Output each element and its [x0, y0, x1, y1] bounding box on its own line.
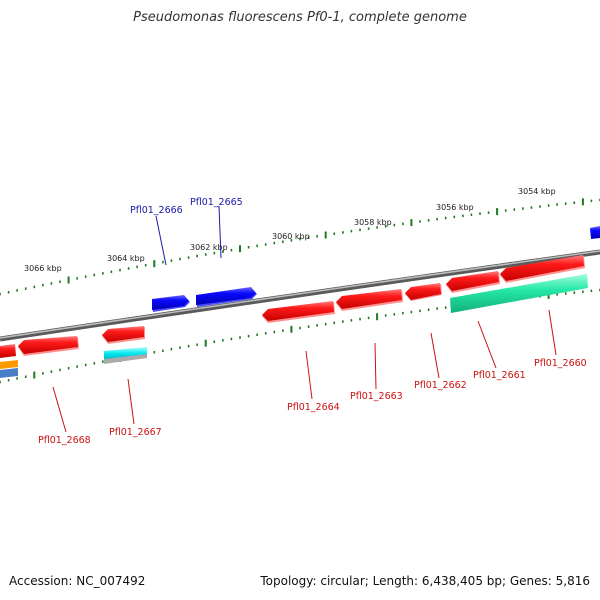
gene-label-pfl01-2664[interactable]: Pfl01_2664	[287, 402, 340, 413]
lower-tick-row	[0, 288, 600, 384]
gene-pfl01-2663[interactable]	[336, 289, 403, 311]
kbp-label-3060: 3060 kbp	[272, 232, 310, 241]
callout-line-2665	[218, 205, 222, 259]
callout-line-2664	[305, 350, 313, 400]
gene-label-pfl01-2667[interactable]: Pfl01_2667	[109, 427, 162, 438]
callout-line-2663	[374, 342, 377, 390]
genome-summary: Topology: circular; Length: 6,438,405 bp…	[260, 574, 590, 588]
kbp-label-3066: 3066 kbp	[24, 264, 62, 273]
gene-label-pfl01-2663[interactable]: Pfl01_2663	[350, 391, 403, 402]
callout-line-2668	[52, 386, 67, 433]
gene-partial-right[interactable]	[590, 226, 600, 239]
callout-line-2661	[477, 320, 497, 369]
gene-label-pfl01-2665[interactable]: Pfl01_2665	[190, 197, 243, 208]
gene-pfl01-2668[interactable]	[18, 336, 79, 356]
callout-line-2662	[430, 332, 440, 379]
gene-label-pfl01-2666[interactable]: Pfl01_2666	[130, 205, 183, 216]
feature-teal-track[interactable]	[450, 274, 588, 313]
gene-label-pfl01-2660[interactable]: Pfl01_2660	[534, 358, 587, 369]
gene-pfl01-2667[interactable]	[102, 326, 145, 344]
gene-pfl01-2665[interactable]	[196, 287, 257, 307]
kbp-label-3062: 3062 kbp	[190, 243, 228, 252]
kbp-label-3054: 3054 kbp	[518, 187, 556, 196]
callout-line-2666	[155, 215, 167, 266]
callout-line-2660	[548, 309, 557, 356]
genome-backbone	[0, 249, 600, 342]
gene-pfl01-2666[interactable]	[152, 295, 190, 312]
genome-backbone-highlight	[0, 250, 600, 339]
kbp-label-3056: 3056 kbp	[436, 203, 474, 212]
gene-pfl01-2660[interactable]	[500, 255, 585, 283]
gene-pfl01-2661[interactable]	[446, 271, 500, 293]
gene-label-pfl01-2668[interactable]: Pfl01_2668	[38, 435, 91, 446]
callout-line-2667	[127, 378, 135, 425]
feature-cyan-track[interactable]	[104, 347, 147, 364]
kbp-label-3064: 3064 kbp	[107, 254, 145, 263]
gene-partial-left-red[interactable]	[0, 344, 16, 358]
kbp-label-3058: 3058 kbp	[354, 218, 392, 227]
feature-orange-partial[interactable]	[0, 360, 18, 378]
gene-label-pfl01-2661[interactable]: Pfl01_2661	[473, 370, 526, 381]
accession-label: Accession: NC_007492	[9, 574, 146, 588]
gene-pfl01-2662[interactable]	[405, 283, 442, 301]
upper-tick-row	[0, 198, 600, 296]
gene-label-pfl01-2662[interactable]: Pfl01_2662	[414, 380, 467, 391]
gene-pfl01-2664[interactable]	[262, 301, 335, 323]
page-title: Pseudomonas fluorescens Pf0-1, complete …	[133, 10, 467, 25]
